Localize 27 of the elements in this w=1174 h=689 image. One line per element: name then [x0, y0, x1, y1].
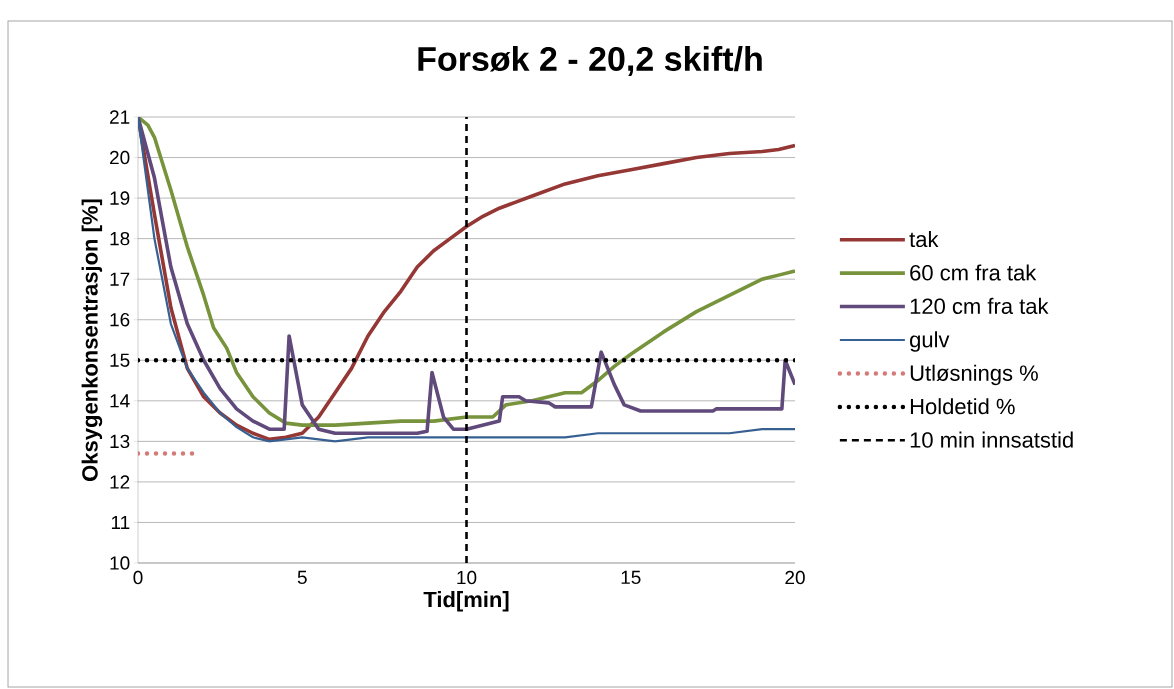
x-tick-label: 10 [457, 570, 477, 585]
x-tick-label: 15 [621, 570, 641, 585]
y-tick-label: 10 [110, 556, 130, 570]
x-tick-label: 0 [133, 570, 143, 585]
y-tick-label: 12 [110, 475, 130, 489]
y-tick-label: 11 [111, 515, 130, 529]
x-tick-label: 20 [785, 570, 805, 585]
y-tick-label: 14 [110, 394, 130, 408]
legend-label: Utløsnings % [910, 364, 1038, 386]
y-tick-label: 16 [110, 313, 130, 327]
x-axis-title: Tid[min] [423, 591, 509, 612]
legend-label: tak [909, 230, 939, 248]
legend-label: gulv [910, 331, 950, 352]
y-tick-label: 19 [110, 191, 130, 205]
legend-label: 10 min innsatstid [910, 431, 1073, 448]
y-tick-label: 20 [110, 150, 130, 165]
chart-title: Forsøk 2 - 20,2 skift/h [418, 46, 762, 76]
y-axis-title: Oksygenkonsentrasjon [%] [81, 199, 103, 481]
legend-label: Holdetid % [910, 398, 1015, 415]
y-tick-label: 13 [110, 434, 130, 449]
y-tick-label: 15 [110, 353, 130, 367]
x-tick-label: 5 [297, 570, 307, 585]
y-tick-label: 17 [110, 272, 130, 286]
y-tick-label: 21 [110, 110, 130, 124]
legend-label: 60 cm fra tak [910, 264, 1037, 281]
y-tick-label: 18 [110, 231, 130, 246]
legend-label: 120 cm fra tak [910, 297, 1049, 314]
